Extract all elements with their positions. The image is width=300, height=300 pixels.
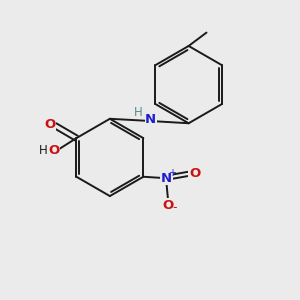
Text: N: N [145,113,156,126]
Text: H: H [39,144,47,157]
Text: N: N [161,172,172,185]
Text: O: O [49,144,60,157]
Text: H: H [134,106,142,118]
Text: O: O [162,199,174,212]
Text: O: O [189,167,200,180]
Text: O: O [44,118,55,131]
Text: -: - [172,202,177,214]
Text: +: + [168,168,176,178]
